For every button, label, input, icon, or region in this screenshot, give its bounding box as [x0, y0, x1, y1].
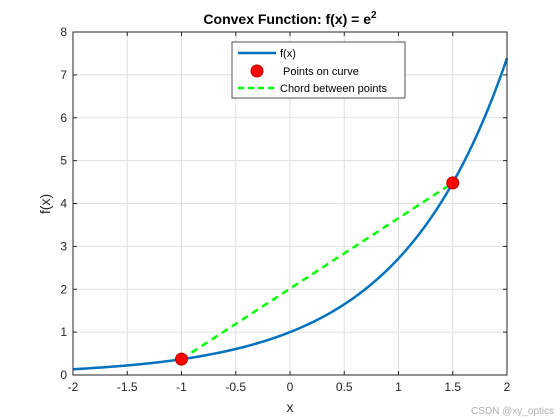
- x-axis-label: x: [287, 399, 294, 415]
- series-curve-line: [72, 57, 509, 371]
- legend: f(x) Points on curve Chord between point…: [231, 41, 406, 99]
- y-tick-label: 6: [60, 111, 67, 125]
- x-tick-label: 2: [504, 380, 511, 394]
- legend-label-points: Points on curve: [283, 66, 359, 78]
- x-tick-label: 1: [395, 380, 402, 394]
- y-tick-label: 4: [60, 197, 67, 211]
- curve-point-marker: [175, 352, 188, 366]
- x-tick-label: 1.5: [444, 380, 461, 394]
- x-tick-label: -2: [68, 380, 79, 394]
- x-tick-label: 0: [287, 380, 294, 394]
- curve-point-marker: [446, 176, 460, 190]
- y-tick-label: 5: [60, 154, 67, 168]
- legend-swatch-points: [250, 64, 264, 78]
- y-tick-label: 1: [60, 325, 67, 339]
- plot-series: [72, 57, 509, 371]
- x-tick-label: 0.5: [336, 380, 353, 394]
- watermark: CSDN @xy_optics: [471, 406, 554, 417]
- legend-label-chord: Chord between points: [280, 83, 388, 95]
- y-tick-label: 0: [60, 368, 67, 382]
- x-tick-label: -1.5: [117, 380, 138, 394]
- y-tick-label: 8: [60, 25, 67, 39]
- chart-title-superscript: 2: [371, 10, 377, 21]
- y-tick-label: 2: [60, 282, 67, 296]
- axis-ticks: -2 -1.5 -1 -0.5 0 0.5 1 1.5 2 0 1 2 3 4 5 6 7 8: [60, 25, 510, 394]
- x-tick-label: -0.5: [225, 380, 246, 394]
- y-tick-label: 3: [60, 239, 67, 253]
- x-tick-label: -1: [176, 380, 187, 394]
- series-chord-line: [180, 181, 454, 361]
- chart-title: Convex Function: f(x) = e2: [203, 10, 377, 27]
- y-axis-label: f(x): [37, 194, 53, 214]
- chart-title-text: Convex Function: f(x) = e: [203, 11, 371, 27]
- y-tick-label: 7: [60, 68, 67, 82]
- legend-label-curve: f(x): [280, 48, 296, 60]
